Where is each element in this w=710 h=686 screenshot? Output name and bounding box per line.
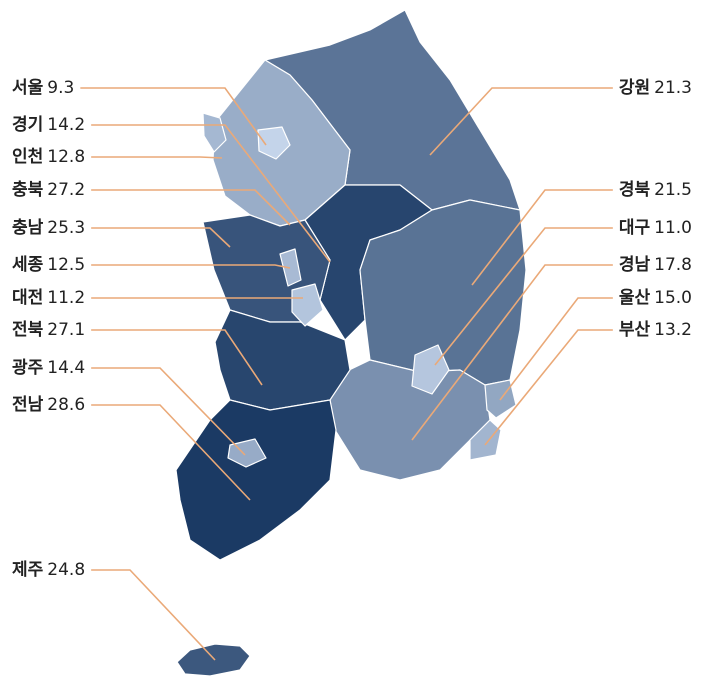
leader-line xyxy=(91,124,331,263)
leader-line xyxy=(434,227,613,366)
region-name: 세종 xyxy=(12,255,44,275)
region-value: 25.3 xyxy=(47,218,85,238)
region-label: 광주 14.4 xyxy=(12,358,85,378)
region-name: 경남 xyxy=(619,255,651,275)
region xyxy=(202,112,227,153)
leader-line xyxy=(91,264,291,269)
leader-line xyxy=(80,87,267,146)
region-name: 서울 xyxy=(12,78,44,98)
region-value: 12.5 xyxy=(47,255,85,275)
region-value: 21.5 xyxy=(654,180,692,200)
region-label: 서울 9.3 xyxy=(12,78,74,98)
region-name: 충북 xyxy=(12,180,44,200)
region xyxy=(227,438,267,468)
region-value: 12.8 xyxy=(47,147,85,167)
leader-line xyxy=(91,404,251,501)
region-label: 경남 17.8 xyxy=(619,255,692,275)
leader-line xyxy=(411,264,613,441)
region-name: 인천 xyxy=(12,147,43,167)
region-label: 울산 15.0 xyxy=(619,288,692,308)
region-label: 부산 13.2 xyxy=(619,320,692,340)
region xyxy=(329,359,491,481)
region-value: 14.2 xyxy=(47,115,85,135)
region-name: 강원 xyxy=(619,78,650,98)
region-value: 27.1 xyxy=(47,320,85,340)
region-name: 제주 xyxy=(12,560,44,580)
region-value: 24.8 xyxy=(47,560,85,580)
region-value: 11.2 xyxy=(47,288,85,308)
region xyxy=(176,643,251,677)
region-label: 경북 21.5 xyxy=(619,180,692,200)
leader-line xyxy=(91,189,291,226)
region xyxy=(175,399,337,561)
region-name: 부산 xyxy=(619,320,651,340)
leader-line xyxy=(429,87,613,156)
region-name: 울산 xyxy=(619,288,651,308)
leader-line xyxy=(91,367,246,456)
region-name: 전북 xyxy=(12,320,44,340)
region-label: 제주 24.8 xyxy=(12,560,85,580)
region-label: 충북 27.2 xyxy=(12,180,85,200)
region-label: 전북 27.1 xyxy=(12,320,85,340)
region xyxy=(257,126,291,160)
leader-line xyxy=(91,329,263,386)
region-label: 충남 25.3 xyxy=(12,218,85,238)
region-name: 경북 xyxy=(619,180,651,200)
leader-line xyxy=(471,189,613,286)
region-value: 11.0 xyxy=(654,218,692,238)
region-name: 전남 xyxy=(12,395,44,415)
region-value: 28.6 xyxy=(47,395,85,415)
region-label: 세종 12.5 xyxy=(12,255,85,275)
region-value: 14.4 xyxy=(47,358,85,378)
region-value: 21.3 xyxy=(654,78,692,98)
region-value: 27.2 xyxy=(47,180,85,200)
region-name: 대구 xyxy=(619,218,651,238)
leader-line xyxy=(91,227,231,248)
region-value: 17.8 xyxy=(654,255,692,275)
region xyxy=(214,309,351,411)
region-name: 광주 xyxy=(12,358,44,378)
region xyxy=(279,248,302,287)
region-label: 전남 28.6 xyxy=(12,395,85,415)
leader-line xyxy=(484,329,613,446)
region-value: 9.3 xyxy=(47,78,74,98)
region-value: 13.2 xyxy=(654,320,692,340)
region-name: 충남 xyxy=(12,218,44,238)
region-label: 경기 14.2 xyxy=(12,115,85,135)
leader-line xyxy=(499,297,613,401)
region-label: 인천 12.8 xyxy=(12,147,85,167)
region-label: 대전 11.2 xyxy=(12,288,85,308)
region-name: 대전 xyxy=(12,288,43,308)
region-label: 강원 21.3 xyxy=(619,78,692,98)
region xyxy=(469,419,502,461)
region-name: 경기 xyxy=(12,115,43,135)
leader-line xyxy=(91,156,223,159)
region-value: 15.0 xyxy=(654,288,692,308)
region-label: 대구 11.0 xyxy=(619,218,692,238)
leader-line xyxy=(91,569,216,661)
region xyxy=(411,344,450,395)
region xyxy=(291,283,324,327)
